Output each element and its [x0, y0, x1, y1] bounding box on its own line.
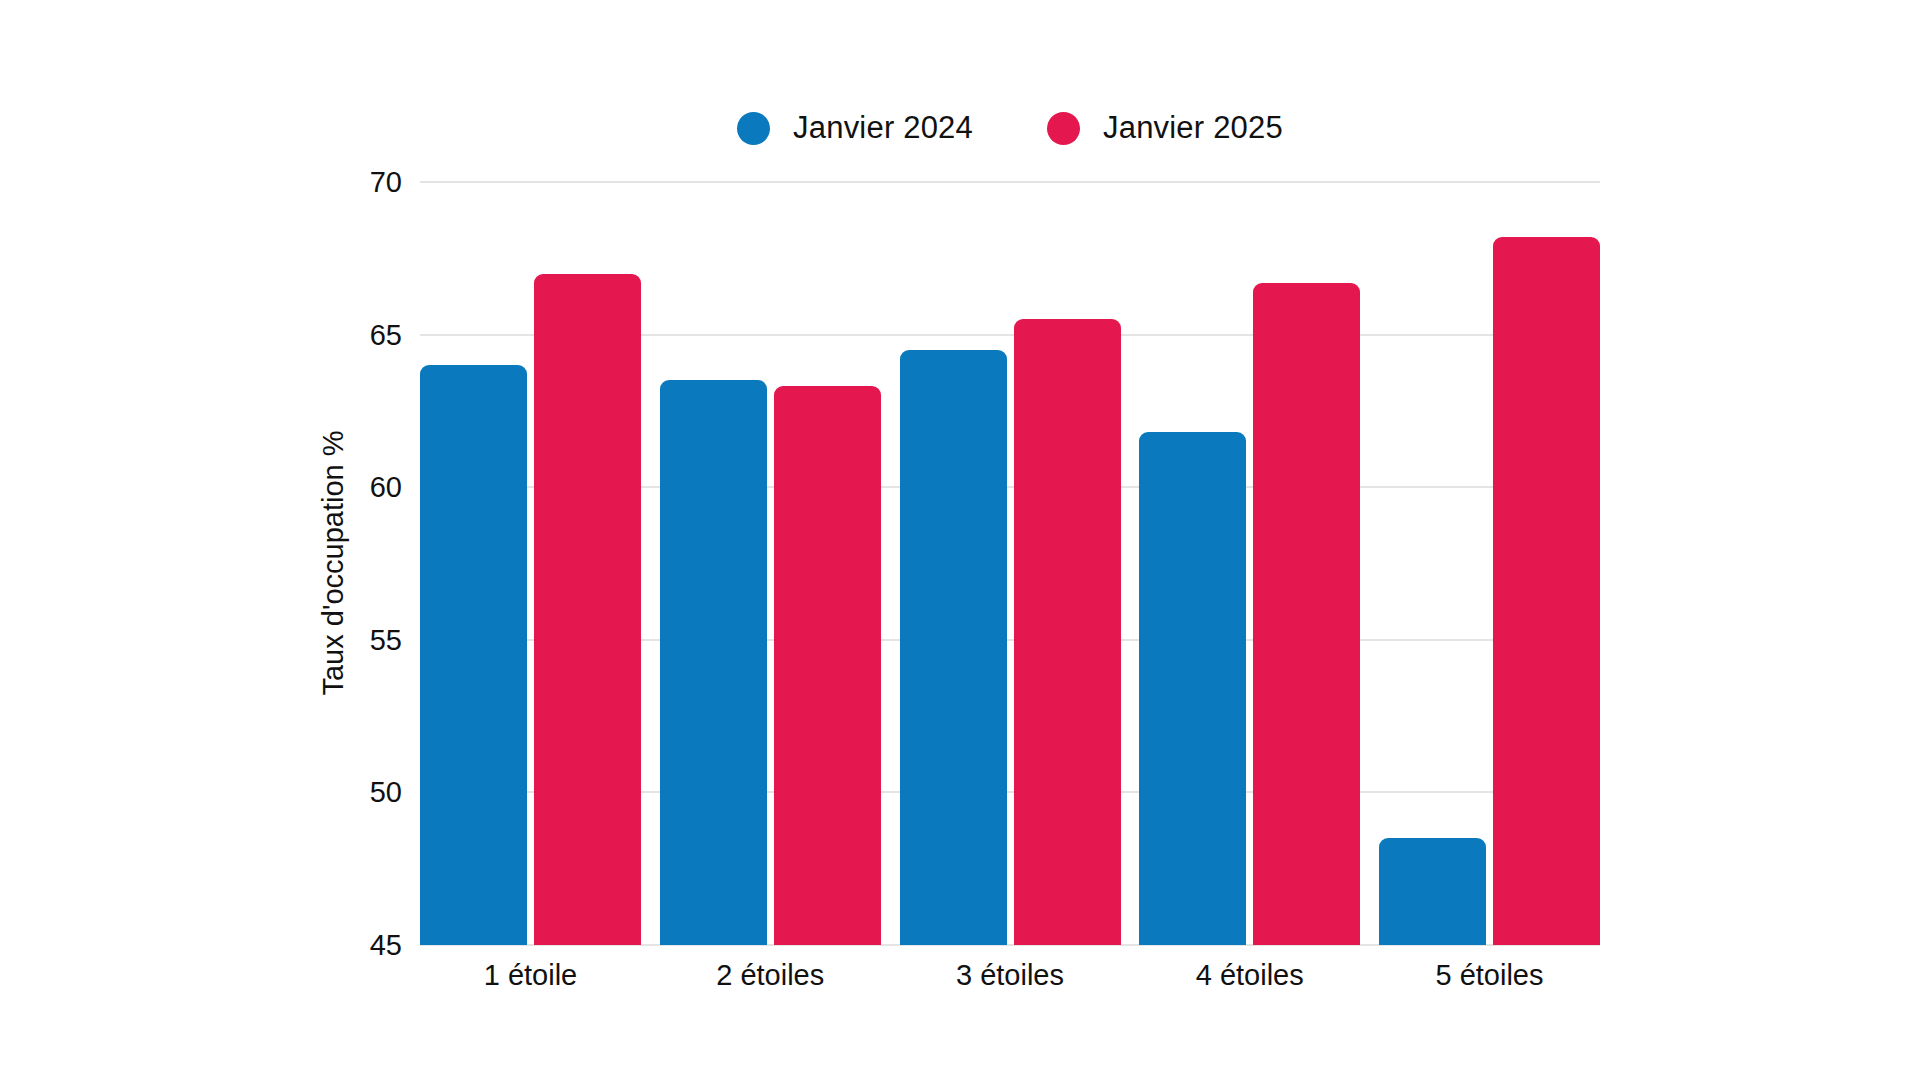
bar-janvier-2025-3 [1014, 319, 1121, 945]
bar-group-5 [1379, 182, 1600, 945]
y-tick-label-55: 55 [370, 625, 402, 654]
x-tick-label-2: 2 étoiles [660, 945, 881, 992]
plot-area [420, 182, 1600, 945]
x-tick-label-4: 4 étoiles [1139, 945, 1360, 992]
bar-janvier-2025-2 [774, 386, 881, 945]
bar-group-1 [420, 182, 641, 945]
legend-label-2024: Janvier 2024 [793, 110, 973, 146]
chart-canvas: Janvier 2024 Janvier 2025 Taux d'occupat… [0, 0, 1920, 1080]
legend-item-janvier-2024: Janvier 2024 [737, 110, 973, 146]
y-tick-label-65: 65 [370, 320, 402, 349]
x-axis-labels: 1 étoile 2 étoiles 3 étoiles 4 étoiles 5 éto… [420, 945, 1600, 992]
bar-janvier-2024-4 [1139, 432, 1246, 945]
y-tick-label-50: 50 [370, 778, 402, 807]
y-tick-label-70: 70 [370, 168, 402, 197]
x-tick-label-5: 5 étoiles [1379, 945, 1600, 992]
x-tick-label-3: 3 étoiles [900, 945, 1121, 992]
bar-janvier-2025-4 [1253, 283, 1360, 945]
y-tick-label-60: 60 [370, 473, 402, 502]
bar-group-4 [1139, 182, 1360, 945]
y-axis-tick-labels: 706560555045 [230, 182, 402, 945]
bar-group-2 [660, 182, 881, 945]
y-tick-label-45: 45 [370, 931, 402, 960]
legend-label-2025: Janvier 2025 [1103, 110, 1283, 146]
bar-janvier-2024-2 [660, 380, 767, 945]
bar-janvier-2024-3 [900, 350, 1007, 945]
x-tick-label-1: 1 étoile [420, 945, 641, 992]
bar-janvier-2025-1 [534, 274, 641, 945]
legend-dot-2024-icon [737, 112, 770, 145]
bar-group-3 [900, 182, 1121, 945]
legend-item-janvier-2025: Janvier 2025 [1047, 110, 1283, 146]
bar-janvier-2024-1 [420, 365, 527, 945]
bar-janvier-2024-5 [1379, 838, 1486, 945]
legend: Janvier 2024 Janvier 2025 [420, 100, 1600, 156]
bar-janvier-2025-5 [1493, 237, 1600, 945]
legend-dot-2025-icon [1047, 112, 1080, 145]
bars-row [420, 182, 1600, 945]
